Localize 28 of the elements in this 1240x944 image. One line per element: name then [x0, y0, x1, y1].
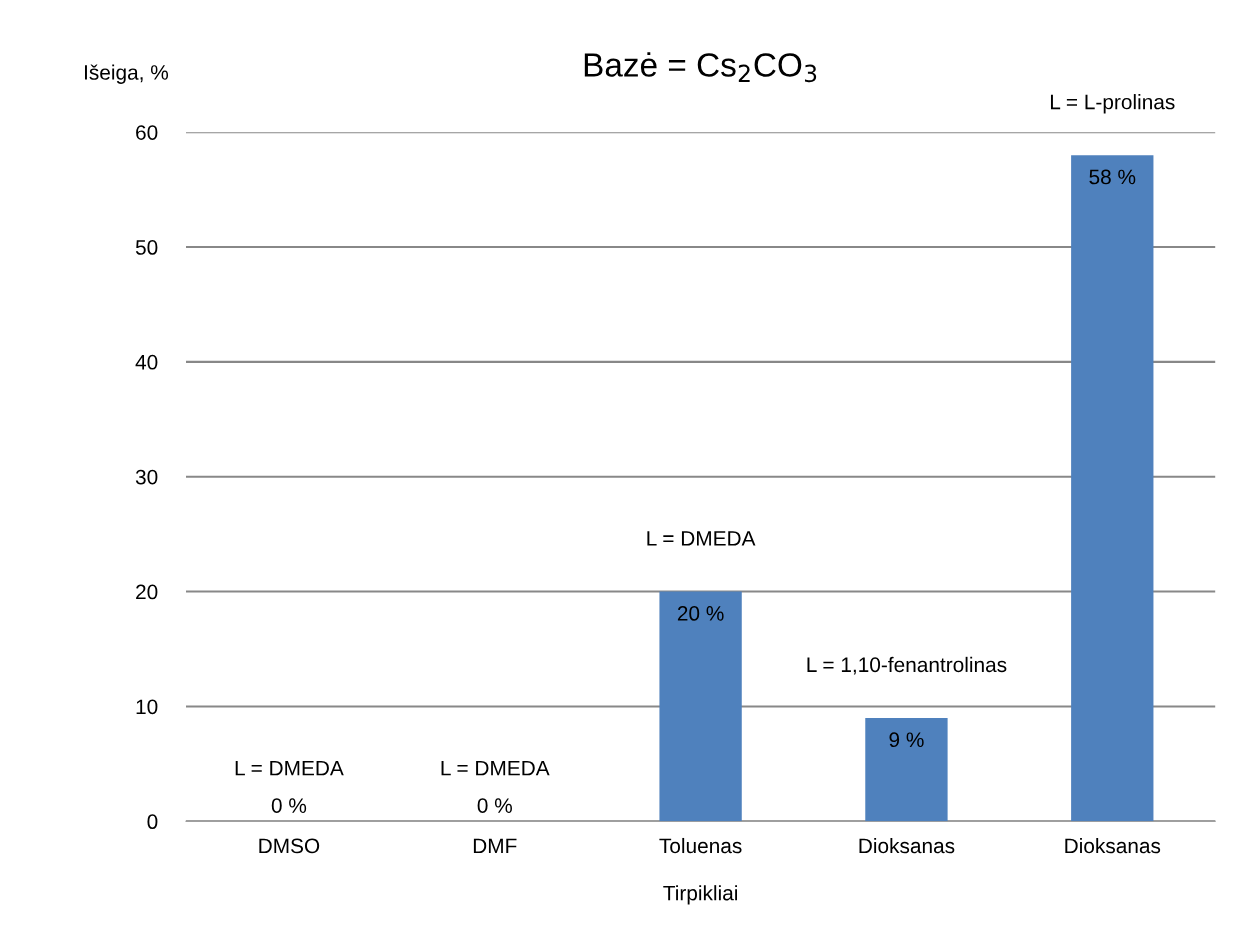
y-tick-label: 40	[135, 354, 158, 370]
annotation: L = DMEDA	[235, 760, 344, 776]
y-tick-label: 50	[135, 240, 158, 255]
data-label: 0 %	[271, 798, 307, 813]
annotation: L = DMEDA	[647, 531, 756, 546]
data-label: 9 %	[889, 732, 924, 748]
x-tick-label: Dioksanas	[859, 837, 955, 854]
data-label: 20 %	[677, 606, 724, 621]
x-tick-label: DMF	[473, 838, 517, 854]
x-axis-title: Tirpikliai	[663, 885, 738, 905]
data-label: 0 %	[477, 798, 512, 813]
annotation: L = 1,10-fenantrolinas	[807, 656, 1007, 675]
x-tick-label: Dioksanas	[1065, 837, 1161, 854]
chart-title: Bazė = Cs$_{2}$CO$_{3}$	[584, 52, 817, 83]
y-tick-label: 60	[136, 125, 158, 140]
data-label: 58 %	[1089, 169, 1136, 185]
bar	[865, 717, 948, 822]
y-tick-label: 20	[136, 584, 158, 600]
y-tick-label: 30	[135, 469, 158, 485]
y-tick-label: 10	[136, 699, 158, 715]
x-tick-label: DMSO	[259, 838, 320, 854]
bar	[659, 591, 742, 822]
text: L = L-prolinas	[1050, 94, 1175, 114]
y-tick-label: 0	[147, 814, 158, 830]
y-axis-title: Išeiga, %	[85, 64, 169, 84]
bar	[1071, 155, 1154, 822]
annotation: L = DMEDA	[441, 760, 550, 776]
x-tick-label: Toluenas	[659, 837, 742, 854]
